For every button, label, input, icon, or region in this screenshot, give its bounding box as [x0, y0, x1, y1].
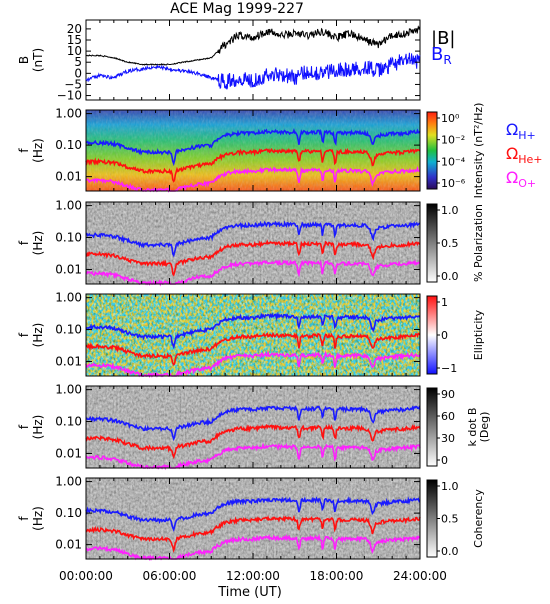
y-tick-label: 0.01	[55, 354, 82, 368]
time-axis-labels: 00:00:00 06:00:00 12:00:00 18:00:00 24:00:00	[59, 569, 447, 583]
legend-b-total: |B|	[431, 28, 455, 49]
gyro-line-he-plus	[85, 423, 421, 460]
colorbar-tick-label: 10⁻²	[441, 134, 465, 147]
magnetic-field-frame	[85, 19, 421, 101]
y-tick-label: 1.00	[55, 199, 82, 213]
intensity-colorbar	[426, 111, 438, 190]
colorbar-tick-label: 0.0	[441, 545, 459, 558]
y-tick-label: 1.00	[55, 475, 82, 489]
polarization-panel: 1.00 0.10 0.01 f (Hz) 1.0 0.5 0.0 % Polarization	[17, 199, 485, 287]
gyro-line-h-plus	[85, 220, 421, 258]
ellipticity-panel: 1.00 0.10 0.01 f (Hz) 1 0 −1 Ellipticity	[17, 291, 485, 378]
y-tick-label: 0.01	[55, 262, 82, 276]
colorbar-tick-label: 1	[441, 296, 448, 309]
gyro-line-h-plus	[85, 496, 421, 532]
colorbar-tick-label: 60	[441, 410, 455, 423]
figure-title: ACE Mag 1999-227	[170, 1, 304, 17]
y-tick-label: 0.01	[55, 538, 82, 552]
y-axis-label-f-unit: (Hz)	[31, 231, 45, 256]
y-tick-label: 10	[67, 44, 82, 58]
colorbar-title: Coherency	[472, 489, 485, 548]
y-axis-label-f: f	[17, 148, 31, 153]
y-tick-label: −10	[57, 89, 82, 103]
y-tick-label: 0.10	[55, 138, 82, 152]
time-axis-title: Time (UT)	[217, 585, 282, 600]
y-axis-label-f: f	[17, 424, 31, 429]
gyro-line-he-plus	[85, 239, 421, 277]
y-axis-label-f: f	[17, 240, 31, 245]
colorbar-tick-label: 30	[441, 432, 455, 445]
x-tick-label: 00:00:00	[59, 569, 113, 583]
colorbar-title: Intensity (nT²/Hz)	[472, 103, 485, 199]
gyro-label: ΩO+	[506, 168, 536, 190]
y-axis-label-f-unit: (Hz)	[31, 138, 45, 163]
colorbar-tick-label: 0.5	[441, 513, 459, 526]
polarization-colorbar	[426, 203, 438, 283]
y-axis-label-b: B	[17, 56, 31, 64]
y-axis-label-f-unit: (Hz)	[31, 323, 45, 348]
y-tick-label: −5	[64, 77, 82, 91]
y-tick-label: 0.01	[55, 170, 82, 184]
colorbar-tick-label: 0.0	[441, 270, 459, 283]
colorbar-tick-label: 1.0	[441, 480, 459, 493]
colorbar-tick-label: 1.0	[441, 204, 459, 217]
legend-b-r: BR	[431, 44, 452, 67]
colorbar-title-unit: (Deg)	[478, 412, 491, 443]
colorbar-tick-label: 0	[441, 454, 448, 467]
y-tick-label: 1.00	[55, 291, 82, 305]
series-line-b-total	[85, 25, 421, 66]
x-tick-label: 18:00:00	[310, 569, 364, 583]
y-tick-label: 0	[74, 66, 82, 80]
gyro-label: ΩH+	[506, 120, 536, 142]
gyro-line-he-plus	[85, 147, 421, 183]
gyro-line-h-plus	[85, 311, 421, 350]
colorbar-tick-label: 10⁻⁶	[441, 177, 466, 190]
y-axis-label-f: f	[17, 332, 31, 337]
y-axis-label-b-unit: (nT)	[31, 48, 45, 72]
y-tick-label: 0.10	[55, 506, 82, 520]
gyro-line-he-plus	[85, 515, 421, 554]
colorbar-tick-label: 10⁻⁴	[441, 155, 466, 168]
coherency-colorbar	[426, 479, 438, 558]
k-dot-b-colorbar	[426, 387, 438, 467]
colorbar-tick-label: 90	[441, 388, 455, 401]
k-dot-b-panel: 1.00 0.10 0.01 f (Hz) 90 60 30 0 k dot B (Deg)	[17, 383, 491, 471]
intensity-panel: 1.00 0.10 0.01 f (Hz) 10⁰ 10⁻² 10⁻⁴ 10⁻⁶ Intensit…	[17, 103, 543, 199]
gyro-line-h-plus	[85, 404, 421, 442]
y-tick-label: 0.01	[55, 446, 82, 460]
colorbar-tick-label: 10⁰	[441, 112, 460, 125]
colorbar-title: Ellipticity	[472, 309, 485, 360]
colorbar-tick-label: 0	[441, 329, 448, 342]
x-tick-label: 24:00:00	[393, 569, 447, 583]
y-tick-label: 0.10	[55, 415, 82, 429]
y-tick-label: 1.00	[55, 383, 82, 397]
colorbar-title: % Polarization	[472, 204, 485, 282]
y-tick-label: 20	[67, 22, 82, 36]
gyro-line-h-plus	[85, 128, 421, 167]
y-axis-label-f-unit: (Hz)	[31, 415, 45, 440]
gyro-label: ΩHe+	[506, 144, 543, 166]
ellipticity-colorbar	[426, 295, 438, 375]
series-line-b-r	[85, 52, 421, 90]
x-tick-label: 06:00:00	[143, 569, 197, 583]
colorbar-tick-label: −1	[441, 362, 457, 375]
y-tick-label: 0.10	[55, 323, 82, 337]
y-tick-label: 5	[74, 55, 82, 69]
y-axis-label-f: f	[17, 516, 31, 521]
y-tick-label: 1.00	[55, 107, 82, 121]
y-tick-label: 0.10	[55, 231, 82, 245]
x-tick-label: 12:00:00	[226, 569, 280, 583]
y-axis-label-f-unit: (Hz)	[31, 506, 45, 531]
gyro-line-he-plus	[85, 331, 421, 366]
y-tick-label: 15	[67, 33, 82, 47]
colorbar-tick-label: 0.5	[441, 237, 459, 250]
polarization-texture	[86, 202, 420, 284]
coherency-panel: 1.00 0.10 0.01 f (Hz) 1.0 0.5 0.0 Coherency	[17, 475, 485, 562]
colorbar-title: k dot B	[466, 408, 479, 447]
